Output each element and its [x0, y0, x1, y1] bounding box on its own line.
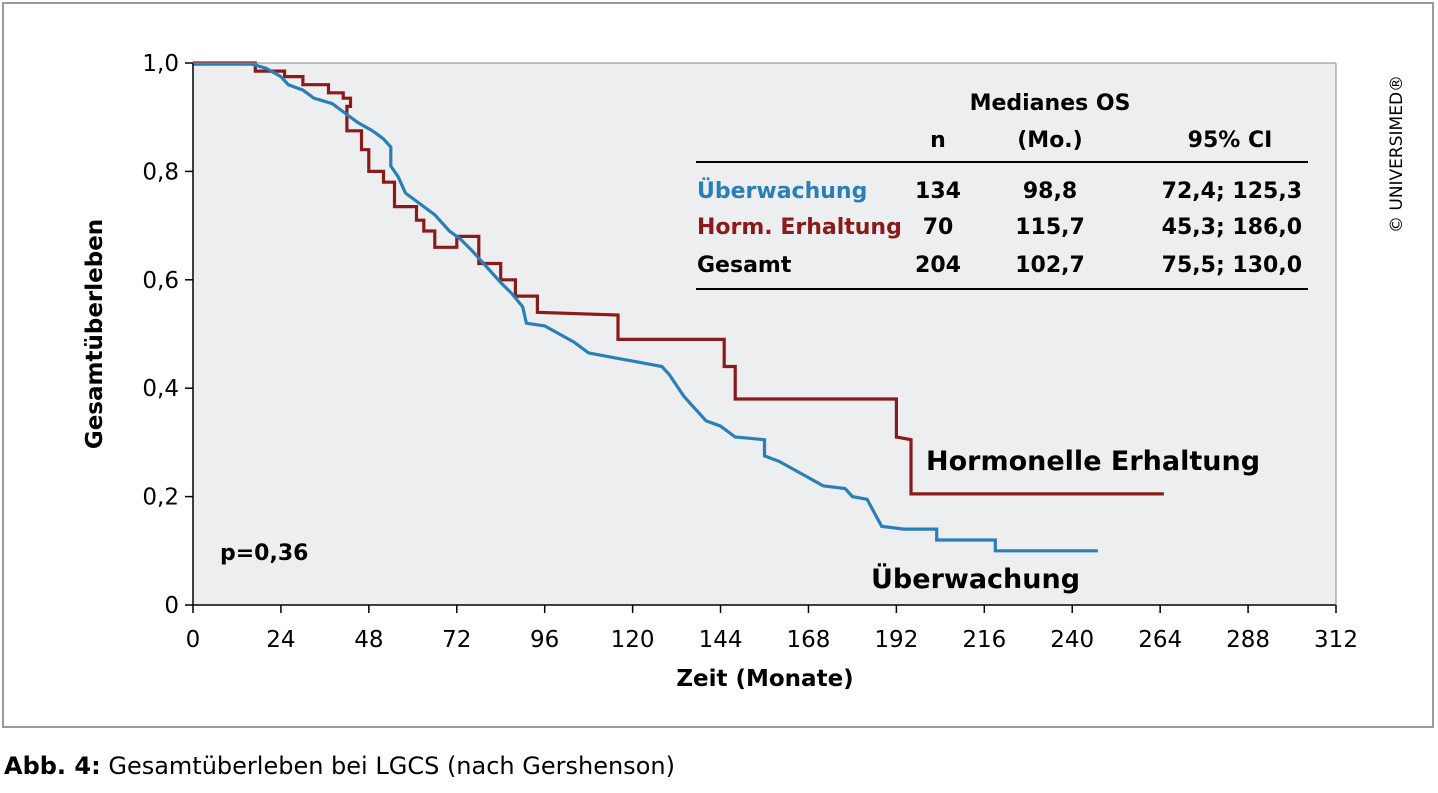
y-tick-label: 0,6 [142, 268, 179, 294]
caption-text: Gesamtüberleben bei LGCS (nach Gershenso… [108, 752, 675, 780]
y-tick-label: 1,0 [142, 51, 179, 77]
table-row-median: 98,8 [1023, 179, 1077, 204]
table-row-n: 70 [923, 215, 954, 240]
p-value-annotation: p=0,36 [220, 541, 308, 566]
y-tick-label: 0,4 [142, 376, 179, 402]
x-tick-label: 120 [611, 627, 655, 653]
y-tick-label: 0,8 [142, 159, 179, 185]
table-header-ci: 95% CI [1188, 128, 1273, 153]
x-axis-label: Zeit (Monate) [676, 666, 853, 692]
x-tick-label: 24 [266, 627, 295, 653]
table-row-ci: 45,3; 186,0 [1162, 215, 1302, 240]
x-tick-label: 168 [787, 627, 831, 653]
x-tick-label: 192 [874, 627, 918, 653]
x-tick-label: 312 [1314, 627, 1358, 653]
figure-caption: Abb. 4: Gesamtüberleben bei LGCS (nach G… [4, 752, 675, 780]
caption-label: Abb. 4: [4, 752, 101, 780]
table-header-median: (Mo.) [1017, 128, 1082, 153]
x-tick-label: 216 [962, 627, 1006, 653]
x-tick-label: 144 [699, 627, 743, 653]
x-tick-label: 48 [354, 627, 383, 653]
x-tick-label: 96 [530, 627, 559, 653]
x-tick-label: 240 [1050, 627, 1094, 653]
ueberwachung-label: Überwachung [871, 562, 1080, 595]
axes-layer: 0 24 48 72 96 120 144 168 192 216 240 264 288 312 0 0,2… [142, 51, 1358, 653]
table-row-label: Überwachung [697, 178, 867, 204]
table-row-median: 102,7 [1015, 253, 1085, 278]
median-os-table: Medianes OS n (Mo.) 95% CI Überwachung 1… [696, 91, 1308, 290]
table-row-n: 134 [915, 179, 961, 204]
table-title: Medianes OS [970, 91, 1131, 116]
table-row-median: 115,7 [1015, 215, 1085, 240]
survival-chart: 0 24 48 72 96 120 144 168 192 216 240 264 288 312 0 0,2… [82, 51, 1407, 692]
plot-area [193, 63, 1336, 605]
table-row-n: 204 [915, 253, 961, 278]
x-tick-label: 288 [1226, 627, 1270, 653]
series-line-ueberwachung [193, 62, 1098, 553]
x-tick-label: 264 [1138, 627, 1182, 653]
table-header-n: n [930, 128, 946, 153]
y-tick-label: 0,2 [142, 485, 179, 511]
copyright-notice: © UNIVERSIMED® [1387, 75, 1407, 233]
table-row-label: Horm. Erhaltung [697, 215, 902, 240]
table-row-ci: 75,5; 130,0 [1162, 253, 1302, 278]
series-layer [193, 61, 1164, 553]
hormonelle-erhaltung-label: Hormonelle Erhaltung [926, 446, 1260, 477]
series-line-hormonelle-erhaltung [193, 61, 1164, 496]
table-row-ci: 72,4; 125,3 [1162, 179, 1302, 204]
y-tick-label: 0 [164, 593, 179, 619]
table-row-label: Gesamt [697, 253, 792, 278]
y-axis-label: Gesamtüberleben [82, 219, 108, 449]
x-tick-label: 0 [186, 627, 201, 653]
x-tick-label: 72 [442, 627, 471, 653]
